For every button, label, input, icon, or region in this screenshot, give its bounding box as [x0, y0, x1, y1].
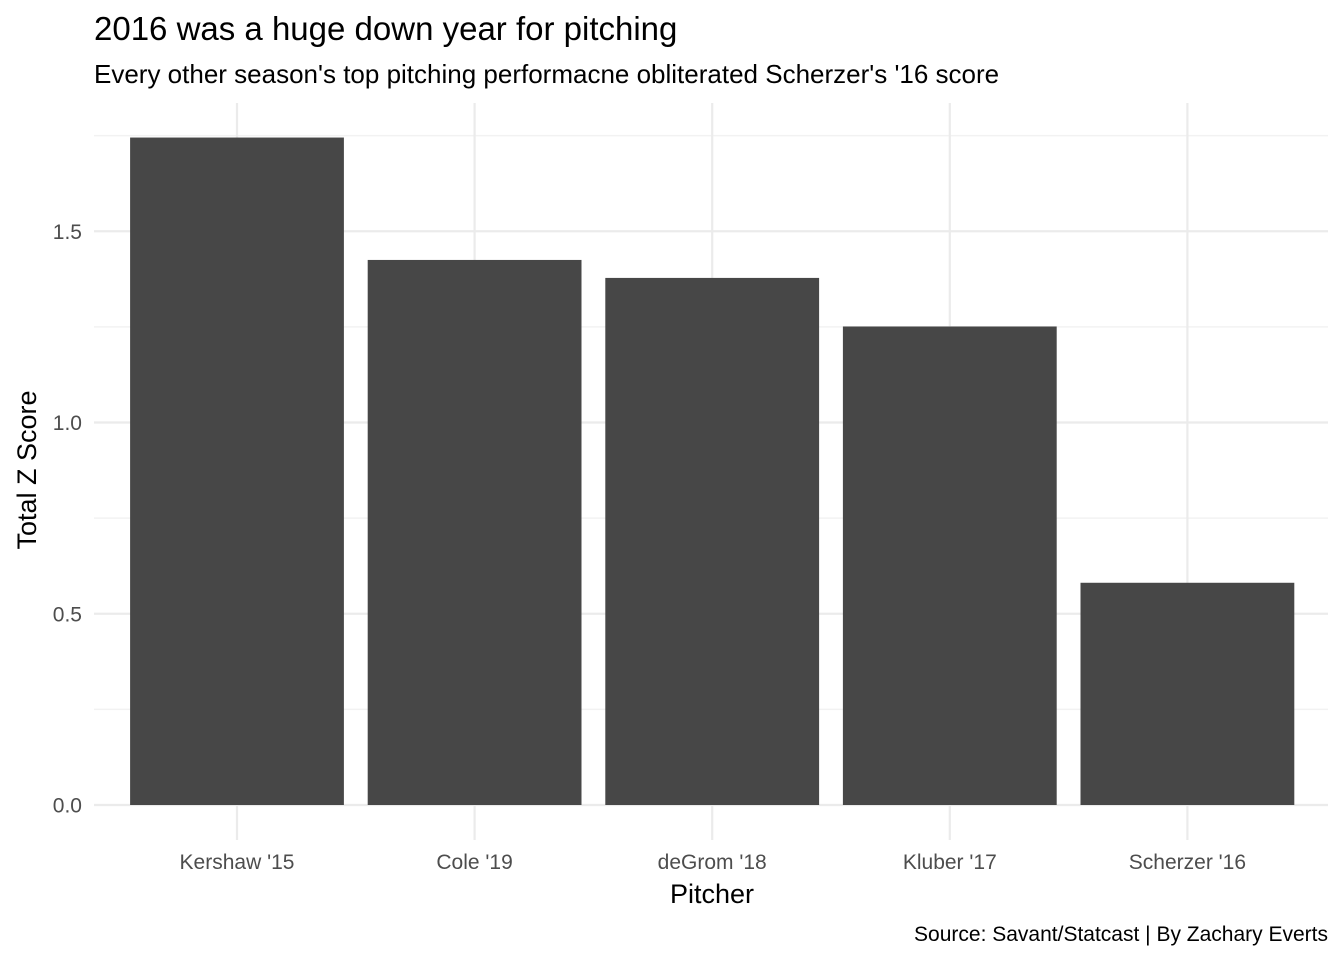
bar — [1080, 582, 1295, 805]
chart-caption: Source: Savant/Statcast | By Zachary Eve… — [914, 923, 1328, 946]
bar — [842, 326, 1057, 805]
bar — [367, 259, 582, 805]
bar — [605, 277, 820, 805]
chart-subtitle: Every other season's top pitching perfor… — [94, 59, 999, 89]
y-tick-label: 1.5 — [53, 221, 82, 244]
bar — [130, 137, 344, 806]
x-tick-label: Kershaw '15 — [180, 851, 295, 874]
y-tick-label: 0.0 — [53, 795, 82, 818]
x-tick-label: deGrom '18 — [658, 851, 767, 874]
chart-title: 2016 was a huge down year for pitching — [94, 10, 677, 47]
x-tick-label: Scherzer '16 — [1129, 851, 1246, 874]
x-tick-label: Cole '19 — [436, 851, 512, 874]
y-axis-ticks: 0.0 0.5 1.0 1.5 — [53, 221, 82, 818]
bars — [130, 137, 1295, 806]
x-axis-title: Pitcher — [670, 879, 754, 909]
y-tick-label: 0.5 — [53, 603, 82, 626]
x-axis-ticks: Kershaw '15 Cole '19 deGrom '18 Kluber '17 S… — [180, 851, 1246, 874]
y-axis-title: Total Z Score — [12, 390, 42, 549]
y-tick-label: 1.0 — [53, 412, 82, 435]
x-tick-label: Kluber '17 — [903, 851, 997, 874]
